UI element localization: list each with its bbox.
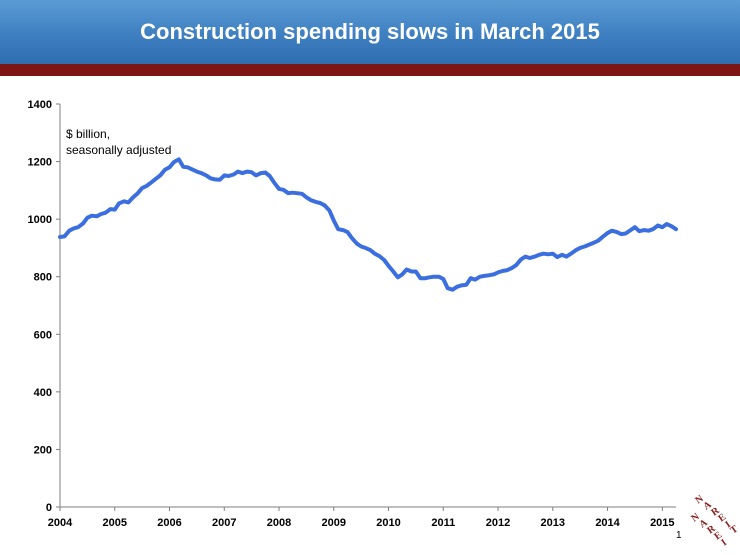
- chart-note-unit: $ billion,: [66, 127, 111, 141]
- chart-note: $ billion, seasonally adjusted: [66, 126, 171, 158]
- y-tick-label: 1400: [28, 99, 52, 111]
- page-title: Construction spending slows in March 201…: [140, 19, 600, 44]
- title-bar: [0, 0, 740, 64]
- x-tick-label: 2005: [103, 517, 127, 529]
- x-tick-label: 2008: [267, 517, 291, 529]
- y-tick-label: 200: [34, 444, 52, 456]
- x-tick-label: 2004: [48, 517, 73, 529]
- svg-text:I: I: [719, 537, 729, 548]
- svg-text:T: T: [728, 523, 738, 536]
- series-line-construction-spending: [58, 157, 678, 292]
- y-tick-label: 1000: [28, 214, 52, 226]
- svg-text:I: I: [723, 519, 733, 530]
- page-number: 1: [676, 530, 682, 541]
- chart-series: [58, 157, 678, 292]
- accent-bar: [0, 64, 740, 76]
- y-tick-label: 1200: [28, 157, 52, 169]
- x-tick-label: 2009: [322, 517, 346, 529]
- chart-axes: [59, 104, 676, 508]
- x-tick-label: 2014: [595, 517, 620, 529]
- x-tick-label: 2006: [157, 517, 181, 529]
- x-tick-label: 2013: [541, 517, 565, 529]
- y-tick-label: 400: [34, 387, 52, 399]
- y-tick-label: 600: [34, 329, 52, 341]
- x-tick-label: 2011: [431, 517, 455, 529]
- nareit-logo: N A R E I T N A R E I: [690, 494, 738, 548]
- y-axis-ticks: 0 200 400 600 800 1000 1200 1400: [28, 99, 60, 514]
- x-tick-label: 2007: [212, 517, 236, 529]
- x-tick-label: 2015: [650, 517, 674, 529]
- y-tick-label: 800: [34, 272, 52, 284]
- x-tick-label: 2012: [486, 517, 510, 529]
- y-tick-label: 0: [46, 502, 52, 514]
- chart-note-adjustment: seasonally adjusted: [66, 143, 172, 157]
- x-axis-ticks: 2004 2005 2006 2007 2008 2009 2010 2011 2012 2013…: [48, 507, 675, 529]
- x-tick-label: 2010: [376, 517, 400, 529]
